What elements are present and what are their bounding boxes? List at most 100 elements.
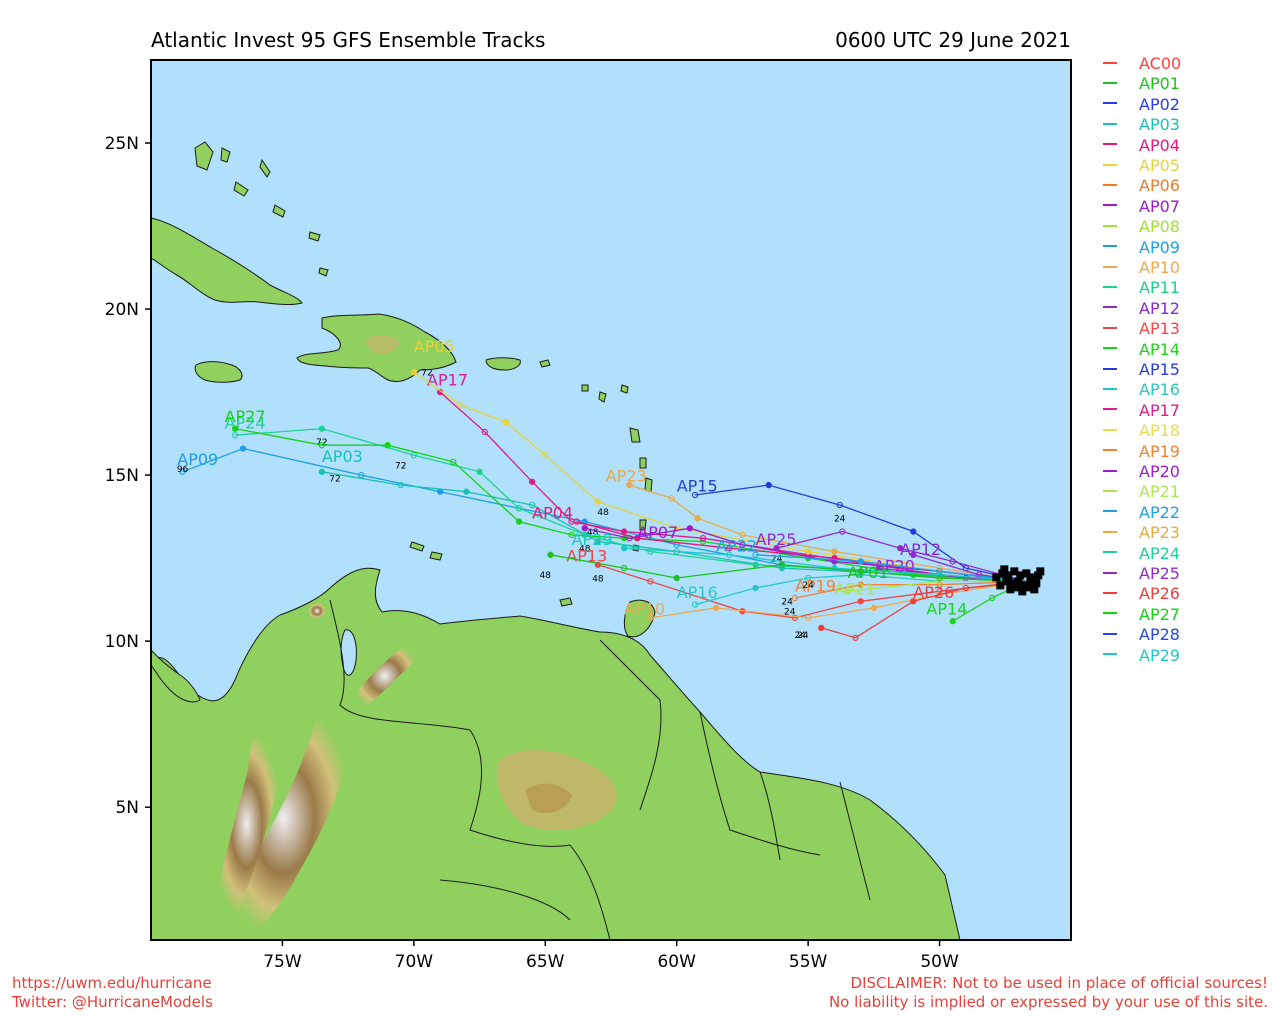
legend-item-ap28[interactable]: AP28	[1103, 625, 1180, 645]
track-ap22[interactable]: AP22	[716, 536, 1027, 583]
track-line	[695, 484, 1027, 583]
track-ap27[interactable]: 72 AP27	[225, 407, 1027, 583]
track-ap01[interactable]: 48 AP01	[540, 551, 1027, 583]
legend-item-ap06[interactable]: AP06	[1103, 176, 1180, 196]
track-label: AP19	[795, 576, 836, 595]
track-point	[962, 574, 970, 582]
legend-item-ap16[interactable]: AP16	[1103, 380, 1180, 400]
origin-marker	[1014, 577, 1023, 586]
legend-item-ap29[interactable]: AP29	[1103, 646, 1180, 666]
track-ap10[interactable]: 24 AP10	[624, 580, 1027, 641]
track-point	[726, 545, 733, 552]
track-ap26[interactable]: 24 AP26	[795, 580, 1027, 641]
origin-marker	[1020, 581, 1029, 590]
legend-item-ap11[interactable]: AP11	[1103, 278, 1180, 298]
legend-item-ap12[interactable]: AP12	[1103, 299, 1180, 319]
footer-url[interactable]: https://uwm.edu/hurricane	[12, 974, 212, 992]
legend-item-ap17[interactable]: AP17	[1103, 401, 1180, 421]
track-point	[752, 584, 759, 592]
legend-item-ap07[interactable]: AP07	[1103, 197, 1180, 217]
legend-item-ap02[interactable]: AP02	[1103, 95, 1180, 115]
track-point	[573, 518, 580, 525]
legend-item-ap03[interactable]: AP03	[1103, 115, 1180, 135]
track-point	[936, 564, 943, 572]
legend-swatch	[1103, 571, 1117, 574]
legend-item-ap13[interactable]: AP13	[1103, 319, 1180, 339]
track-point	[949, 558, 956, 565]
legend-label: AP16	[1139, 380, 1180, 400]
legend-item-ap24[interactable]: AP24	[1103, 544, 1180, 564]
track-point	[699, 535, 707, 542]
land-bahamas-7	[318, 267, 329, 277]
legend-item-ap22[interactable]: AP22	[1103, 503, 1180, 523]
legend-swatch	[1103, 183, 1117, 186]
track-point	[962, 584, 970, 592]
track-point	[397, 481, 404, 489]
land-antilles-7	[639, 519, 647, 531]
track-ap23[interactable]: AP23	[606, 467, 1027, 583]
footer-disclaimer-2: No liability is implied or expressed by …	[828, 993, 1268, 1011]
land-antilles-3	[620, 384, 629, 394]
axis-ticks: 75W 70W 65W 60W 55W 50W 25N 20N 15N 10N 5N	[105, 134, 959, 972]
track-point	[318, 425, 326, 432]
land-jamaica	[194, 361, 243, 383]
legend-item-ap23[interactable]: AP23	[1103, 523, 1180, 543]
legend-label: AP25	[1139, 564, 1180, 583]
track-label: AP10	[624, 600, 665, 619]
track-ap16[interactable]: 24 AP16	[677, 571, 1027, 608]
track-point	[594, 538, 602, 545]
origin-marker	[1026, 577, 1035, 586]
tracks-layer: 96AP0972AP0372AP2472AP2772AP1748AP0548AP…	[177, 337, 1027, 641]
legend-item-ap14[interactable]: AP14	[1103, 340, 1180, 360]
track-point	[804, 548, 812, 555]
origin-marker	[1006, 585, 1015, 594]
legend-item-ap21[interactable]: AP21	[1103, 482, 1180, 502]
track-point	[857, 568, 864, 575]
track-ap14[interactable]: AP14	[926, 580, 1027, 625]
legend-item-ap27[interactable]: AP27	[1103, 605, 1180, 625]
track-point	[358, 471, 365, 479]
track-ap05[interactable]: 48 AP05	[410, 337, 1027, 583]
track-hour-label: 24	[834, 515, 846, 525]
land-cuba	[151, 217, 303, 306]
origin-marker	[1032, 579, 1041, 588]
track-point	[318, 468, 326, 475]
footer-twitter[interactable]: Twitter: @HurricaneModels	[12, 993, 213, 1011]
land-guiana-highland-2	[525, 783, 572, 814]
legend-item-ap05[interactable]: AP05	[1103, 156, 1180, 176]
land-puerto-rico	[485, 357, 521, 371]
track-point	[836, 501, 843, 509]
legend-item-ap10[interactable]: AP10	[1103, 258, 1180, 278]
legend-item-ac00[interactable]: AC00	[1103, 54, 1181, 74]
land-abc-3	[559, 597, 573, 607]
track-hour-label: 72	[316, 438, 327, 448]
legend-item-ap08[interactable]: AP08	[1103, 217, 1180, 237]
legend-label: AP21	[1139, 482, 1180, 502]
track-ap25[interactable]: 24 AP25	[756, 528, 1027, 583]
legend-item-ap04[interactable]: AP04	[1103, 136, 1180, 156]
track-ap29[interactable]: AP29	[572, 530, 1027, 583]
legend-item-ap18[interactable]: AP18	[1103, 421, 1180, 441]
track-point	[936, 571, 943, 578]
land-bahamas-2	[220, 147, 231, 163]
track-line	[755, 554, 1027, 583]
legend-label: AP05	[1139, 156, 1180, 175]
legend-item-ap25[interactable]: AP25	[1103, 564, 1180, 584]
legend-item-ap15[interactable]: AP15	[1103, 360, 1180, 380]
legend-item-ap19[interactable]: AP19	[1103, 442, 1180, 462]
land-antilles-1	[581, 384, 589, 392]
legend-item-ap09[interactable]: AP09	[1103, 238, 1180, 258]
land-antilles-2	[598, 391, 607, 403]
legend-label: AP07	[1139, 196, 1180, 216]
legend-item-ap01[interactable]: AP01	[1103, 74, 1180, 94]
legend-item-ap26[interactable]: AP26	[1103, 584, 1180, 604]
track-label: AP23	[606, 467, 647, 486]
track-point	[804, 574, 812, 582]
legend-item-ap20[interactable]: AP20	[1103, 462, 1180, 482]
track-point	[804, 614, 812, 622]
track-point	[844, 588, 851, 595]
track-ap15[interactable]: 24 AP15	[677, 477, 1027, 583]
